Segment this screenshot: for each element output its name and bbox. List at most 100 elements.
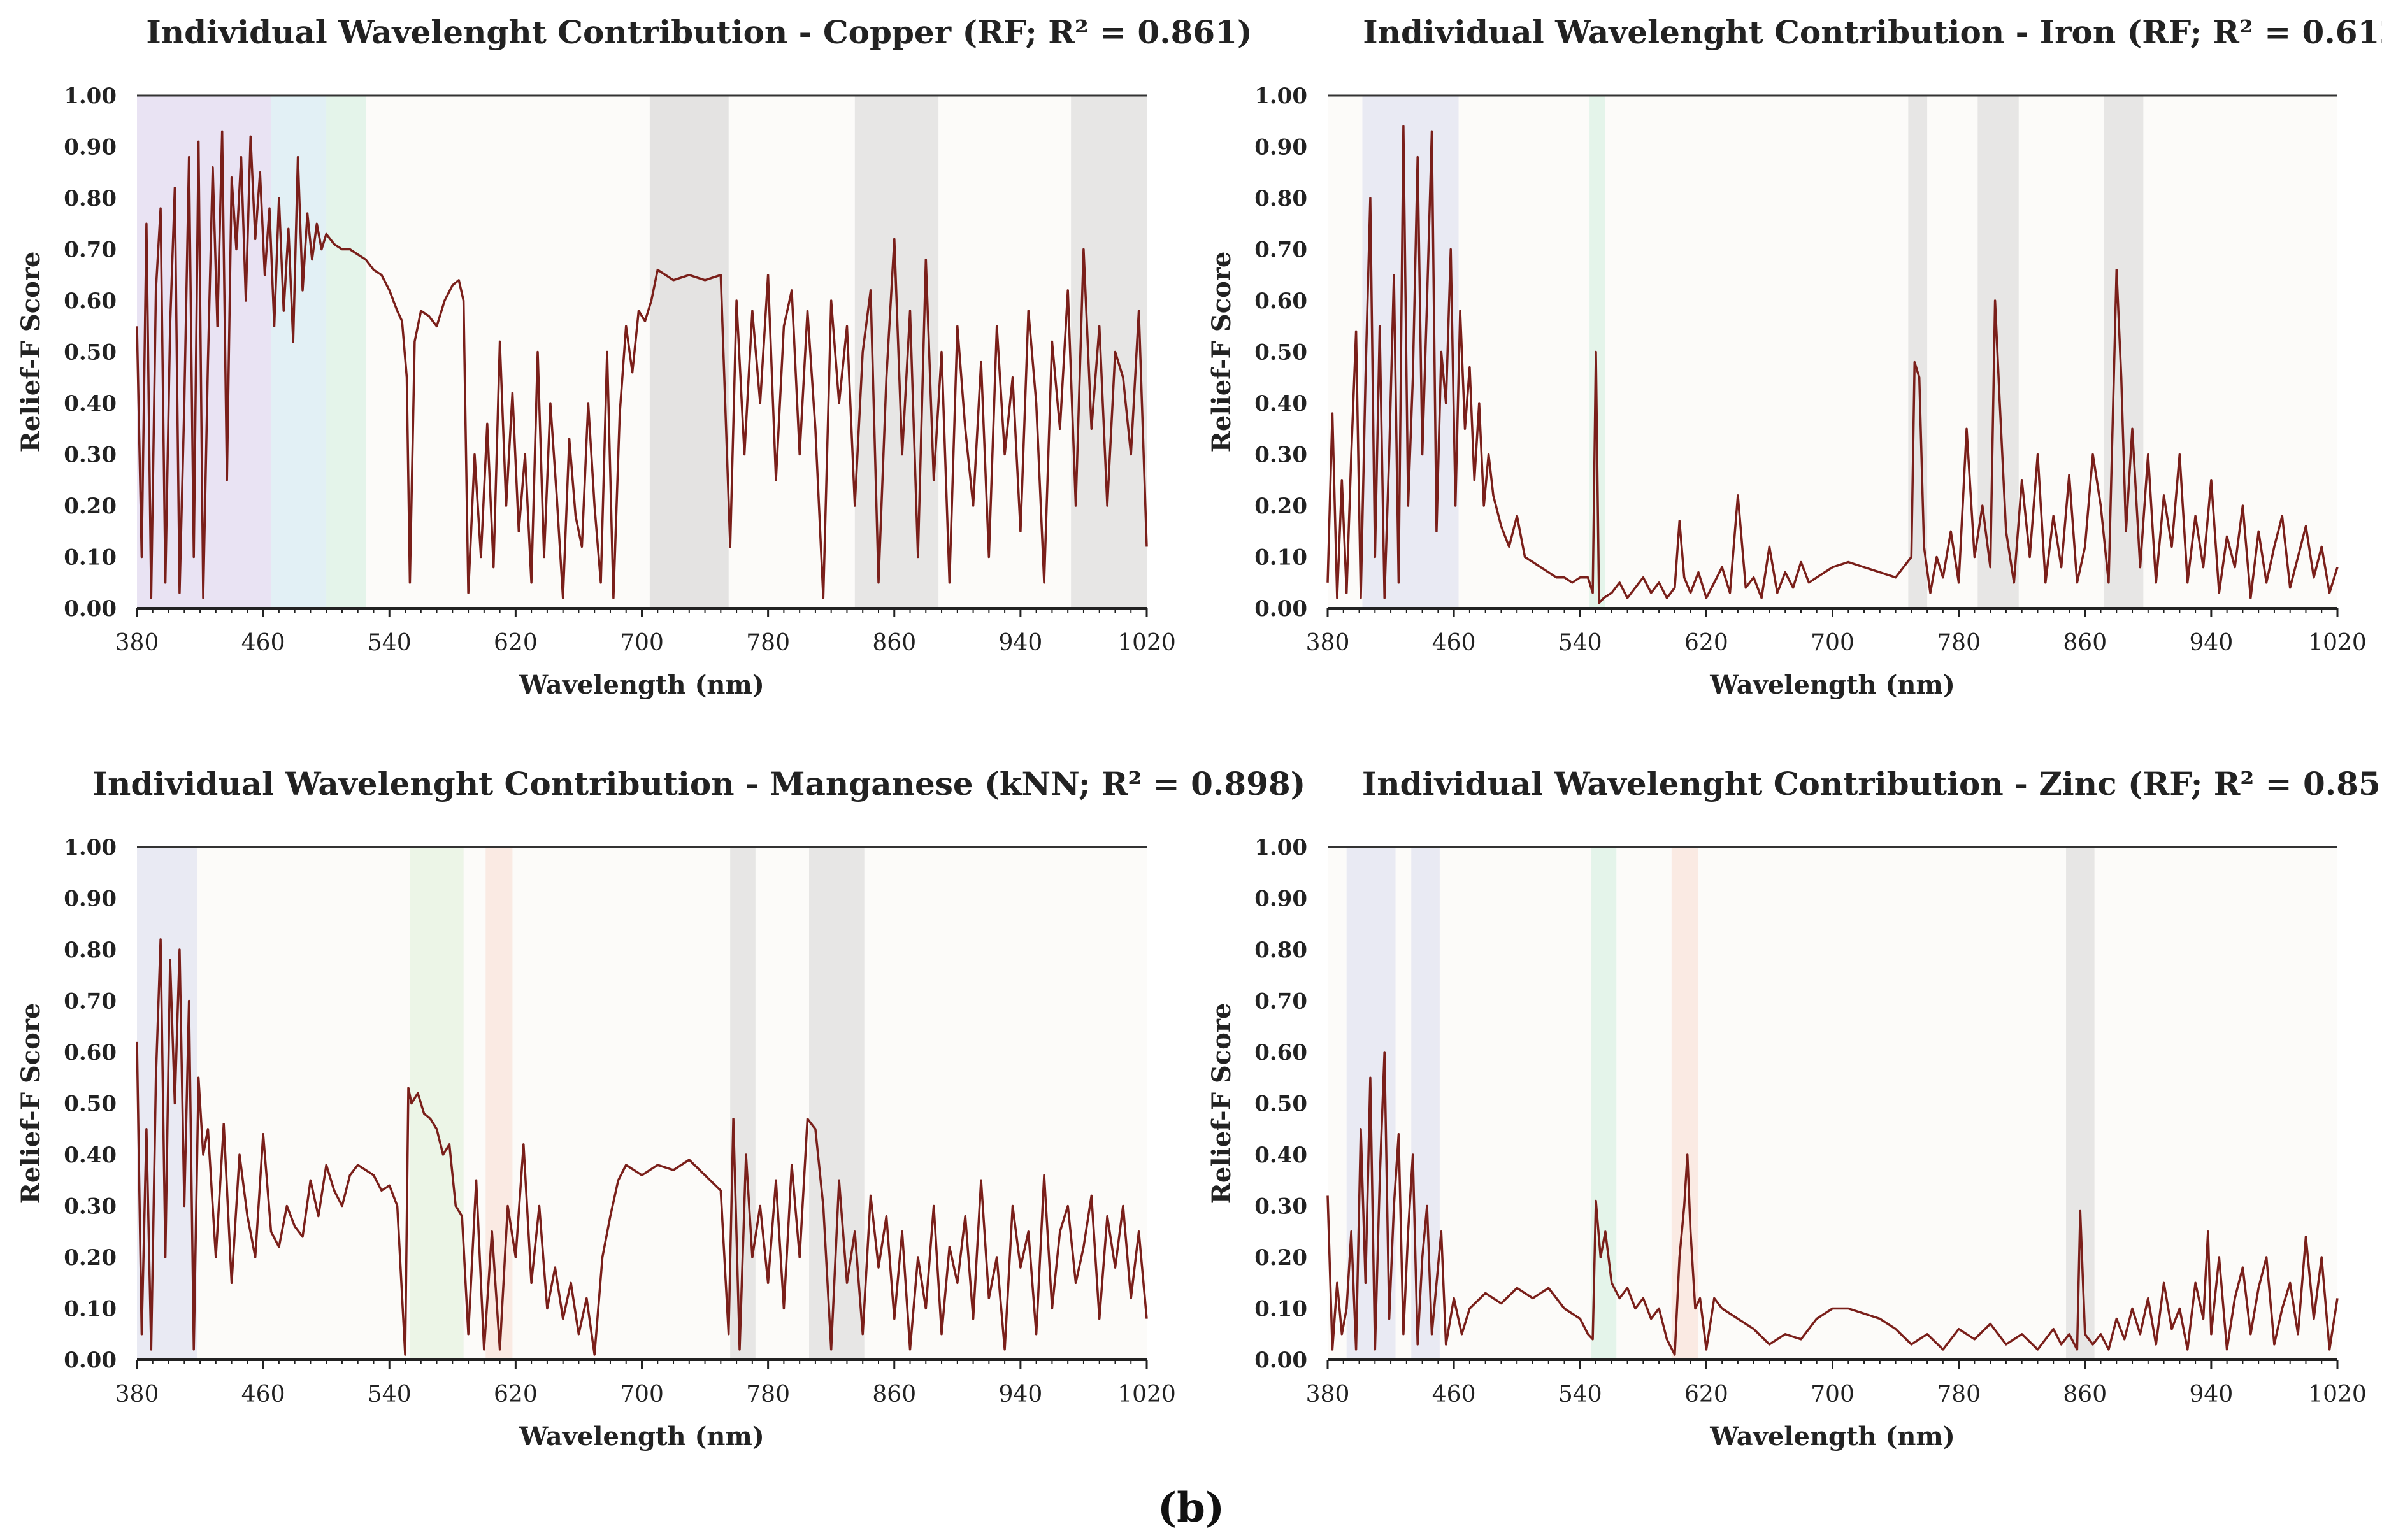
y-tick-label: 0.70 <box>1254 989 1307 1015</box>
chart-panel-iron: Individual Wavelenght Contribution - Iro… <box>1191 0 2382 752</box>
y-tick-label: 0.90 <box>64 887 117 912</box>
y-tick-label: 0.90 <box>1254 887 1307 912</box>
x-tick-label: 780 <box>1937 630 1981 656</box>
x-axis-label: Wavelength (nm) <box>519 1422 764 1451</box>
y-tick-label: 0.10 <box>64 545 117 571</box>
x-tick-label: 380 <box>115 1381 159 1408</box>
y-tick-label: 0.60 <box>64 289 117 314</box>
y-tick-label: 0.70 <box>64 989 117 1015</box>
x-tick-label: 620 <box>494 1381 538 1408</box>
x-tick-label: 540 <box>1558 1381 1602 1408</box>
chart-panel-zinc: Individual Wavelenght Contribution - Zin… <box>1191 752 2382 1503</box>
series-line <box>136 130 1148 599</box>
chart-title: Individual Wavelenght Contribution - Man… <box>93 765 1306 802</box>
x-tick-label: 620 <box>494 630 538 656</box>
x-tick-label: 940 <box>2190 1381 2234 1408</box>
x-tick-label: 380 <box>1306 1381 1350 1408</box>
chart-svg: Individual Wavelenght Contribution - Zin… <box>1207 765 2382 1451</box>
x-tick-label: 540 <box>1558 630 1602 656</box>
y-tick-label: 0.30 <box>1254 1194 1307 1220</box>
chart-title: Individual Wavelenght Contribution - Cop… <box>146 13 1252 51</box>
x-tick-label: 540 <box>368 1381 412 1408</box>
x-tick-label: 1020 <box>1117 630 1176 656</box>
y-tick-label: 0.30 <box>1254 443 1307 468</box>
highlight-band <box>854 96 939 608</box>
y-tick-label: 0.00 <box>1254 1348 1307 1373</box>
y-tick-label: 0.60 <box>64 1040 117 1066</box>
highlight-band <box>649 96 729 608</box>
y-tick-label: 0.90 <box>64 135 117 160</box>
y-tick-label: 0.80 <box>64 938 117 963</box>
x-tick-label: 460 <box>241 630 285 656</box>
y-tick-label: 0.00 <box>64 596 117 622</box>
highlight-band <box>2066 847 2095 1360</box>
y-tick-label: 0.30 <box>64 443 117 468</box>
series-line <box>1326 1051 2339 1356</box>
y-tick-label: 0.80 <box>1254 186 1307 211</box>
x-tick-label: 860 <box>872 630 916 656</box>
y-tick-label: 0.60 <box>1254 1040 1307 1066</box>
y-tick-label: 0.10 <box>1254 1297 1307 1322</box>
chart-panel-copper: Individual Wavelenght Contribution - Cop… <box>0 0 1252 752</box>
x-axis-label: Wavelength (nm) <box>519 670 764 700</box>
y-tick-label: 0.70 <box>1254 238 1307 263</box>
x-tick-label: 1020 <box>1117 1381 1176 1408</box>
y-tick-label: 0.00 <box>1254 596 1307 622</box>
y-tick-label: 0.20 <box>64 1245 117 1271</box>
x-tick-label: 700 <box>620 1381 664 1408</box>
series-line <box>1326 125 2339 604</box>
y-tick-label: 0.30 <box>64 1194 117 1220</box>
y-tick-label: 0.40 <box>64 1143 117 1168</box>
x-tick-label: 780 <box>1937 1381 1981 1408</box>
x-tick-label: 700 <box>1811 630 1855 656</box>
x-tick-label: 460 <box>1432 1381 1476 1408</box>
series-line <box>136 938 1148 1356</box>
y-tick-label: 0.70 <box>64 238 117 263</box>
figure-sub-label: (b) <box>1157 1484 1225 1532</box>
chart-svg: Individual Wavelenght Contribution - Cop… <box>16 13 1252 700</box>
plot-area <box>137 847 1147 1360</box>
chart-title: Individual Wavelenght Contribution - Iro… <box>1363 13 2382 51</box>
y-axis-label: Relief-F Score <box>1207 252 1237 453</box>
x-tick-label: 380 <box>1306 630 1350 656</box>
chart-title: Individual Wavelenght Contribution - Zin… <box>1362 765 2382 802</box>
x-tick-label: 940 <box>999 1381 1043 1408</box>
plot-area <box>1328 96 2337 608</box>
y-tick-label: 1.00 <box>64 83 117 109</box>
x-tick-label: 1020 <box>2308 630 2367 656</box>
x-tick-label: 700 <box>620 630 664 656</box>
chart-svg: Individual Wavelenght Contribution - Iro… <box>1207 13 2382 700</box>
y-tick-label: 0.10 <box>1254 545 1307 571</box>
highlight-band <box>809 847 865 1360</box>
y-tick-label: 0.10 <box>64 1297 117 1322</box>
plot-area <box>1328 847 2337 1360</box>
y-tick-label: 0.90 <box>1254 135 1307 160</box>
y-tick-label: 0.80 <box>1254 938 1307 963</box>
x-axis-label: Wavelength (nm) <box>1709 1422 1955 1451</box>
y-tick-label: 0.20 <box>1254 1245 1307 1271</box>
y-axis-label: Relief-F Score <box>1207 1003 1237 1204</box>
x-tick-label: 860 <box>2063 1381 2107 1408</box>
x-tick-label: 460 <box>241 1381 285 1408</box>
highlight-band <box>1071 96 1147 608</box>
y-axis-label: Relief-F Score <box>16 252 46 453</box>
x-tick-label: 1020 <box>2308 1381 2367 1408</box>
y-tick-label: 1.00 <box>64 835 117 860</box>
highlight-band <box>1362 96 1459 608</box>
y-tick-label: 0.40 <box>1254 1143 1307 1168</box>
y-tick-label: 0.50 <box>64 1092 117 1117</box>
y-axis-label: Relief-F Score <box>16 1003 46 1204</box>
y-tick-label: 0.00 <box>64 1348 117 1373</box>
x-tick-label: 540 <box>368 630 412 656</box>
highlight-band <box>326 96 366 608</box>
highlight-band <box>485 847 513 1360</box>
y-tick-label: 1.00 <box>1254 83 1307 109</box>
x-tick-label: 460 <box>1432 630 1476 656</box>
y-tick-label: 0.40 <box>1254 391 1307 417</box>
chart-svg: Individual Wavelenght Contribution - Man… <box>16 765 1305 1451</box>
highlight-band <box>410 847 464 1360</box>
x-tick-label: 860 <box>2063 630 2107 656</box>
y-tick-label: 0.50 <box>1254 1092 1307 1117</box>
highlight-band <box>1591 847 1617 1360</box>
y-tick-label: 0.50 <box>64 340 117 366</box>
